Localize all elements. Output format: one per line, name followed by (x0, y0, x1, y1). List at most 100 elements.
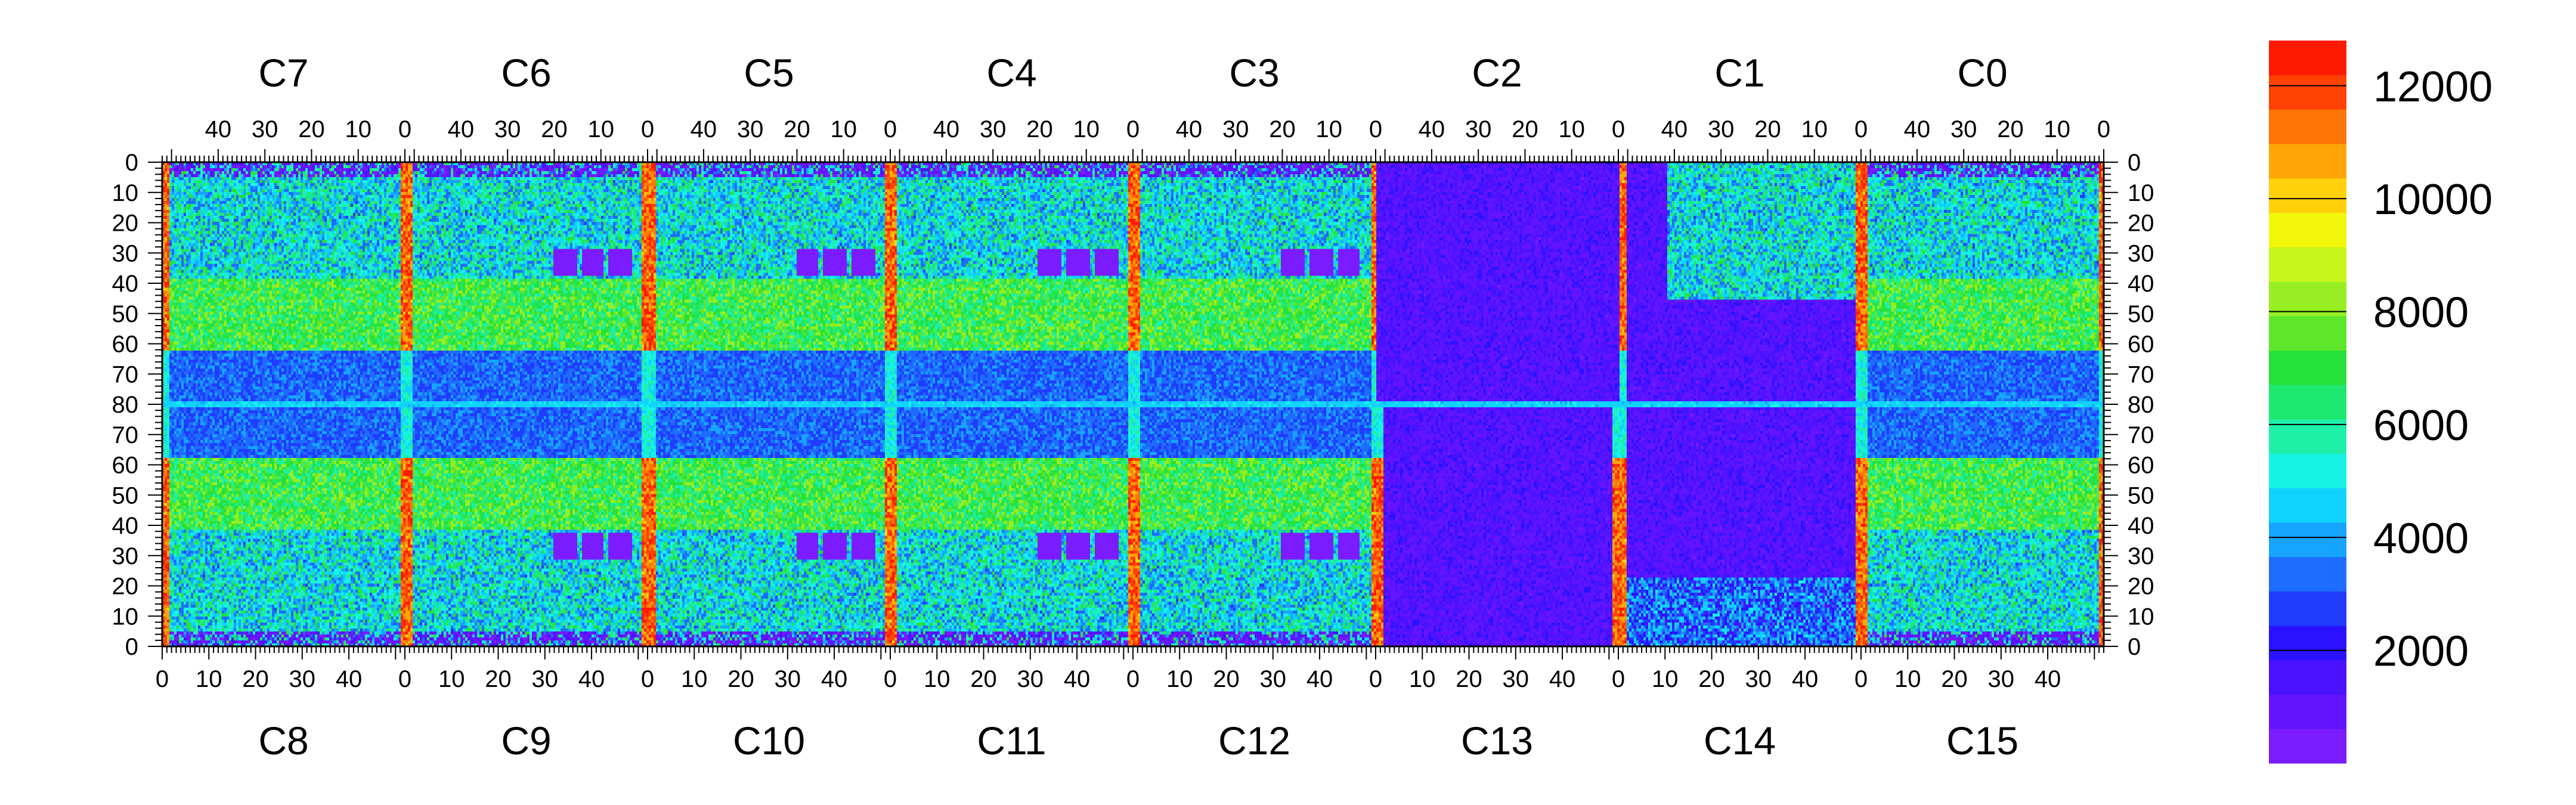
left-tick-label: 40 (112, 271, 139, 297)
left-tick-label: 30 (112, 543, 139, 569)
left-tick-label: 50 (112, 482, 139, 509)
top-tick-label: 30 (980, 116, 1007, 143)
right-tick-label: 30 (2128, 240, 2154, 267)
right-y-axis-ticks: 0 10 20 30 40 50 60 70 80 70 60 50 40 30 20 10 0 (2104, 150, 2154, 660)
bottom-tick-label: 30 (775, 666, 801, 692)
chip-label-c12: C12 (1218, 719, 1290, 763)
bottom-tick-label: 30 (532, 666, 559, 692)
right-tick-label: 60 (2128, 453, 2154, 479)
bottom-tick-label: 40 (578, 666, 605, 692)
colorbar-bin (2269, 522, 2346, 558)
colorbar-bin (2269, 556, 2346, 592)
bottom-tick-label: 20 (970, 666, 997, 692)
top-axis-ticks: 40 30 20 10 0 40 30 20 10 0 40 30 20 10 0 40 30 20 10 0 40 30… (162, 116, 2110, 162)
bottom-tick-label: 20 (727, 666, 754, 692)
top-tick-label: 0 (1126, 116, 1140, 143)
left-tick-label: 70 (112, 361, 139, 388)
chip-label-c5: C5 (744, 51, 794, 95)
chip-label-c4: C4 (986, 51, 1036, 95)
top-tick-label: 20 (541, 116, 568, 143)
chip-label-c15: C15 (1946, 719, 2018, 763)
top-tick-label: 10 (830, 116, 857, 143)
top-tick-label: 10 (587, 116, 614, 143)
bottom-tick-label: 20 (242, 666, 269, 692)
right-tick-label: 0 (2128, 150, 2141, 176)
bottom-tick-label: 30 (1988, 666, 2015, 692)
colorbar-bin (2269, 109, 2346, 144)
bottom-tick-label: 10 (438, 666, 465, 692)
bottom-tick-label: 30 (1260, 666, 1287, 692)
left-tick-label: 20 (112, 574, 139, 600)
top-tick-label: 40 (1904, 116, 1931, 143)
colorbar-bin (2269, 350, 2346, 385)
colorbar-bin (2269, 694, 2346, 729)
top-tick-label: 10 (1315, 116, 1342, 143)
bottom-tick-label: 0 (1612, 666, 1625, 692)
right-tick-label: 70 (2128, 361, 2154, 388)
left-tick-label: 0 (125, 150, 138, 176)
colorbar-ticks: 2000 4000 6000 8000 10000 12000 (2269, 63, 2493, 676)
left-y-axis-ticks: 0 10 20 30 40 50 60 70 80 70 60 50 40 30 20 10 0 (112, 150, 162, 660)
top-tick-label: 0 (2097, 116, 2110, 143)
right-tick-label: 0 (2128, 634, 2141, 660)
colorbar-bin (2269, 281, 2346, 317)
colorbar-bin (2269, 660, 2346, 695)
top-tick-label: 10 (1801, 116, 1828, 143)
top-tick-label: 10 (1073, 116, 1100, 143)
top-tick-label: 40 (691, 116, 717, 143)
chip-label-c13: C13 (1461, 719, 1533, 763)
right-tick-label: 10 (2128, 180, 2154, 206)
left-tick-label: 30 (112, 240, 139, 267)
left-tick-label: 0 (125, 634, 138, 660)
colorbar-bin (2269, 41, 2346, 76)
left-tick-label: 40 (112, 513, 139, 539)
left-tick-label: 20 (112, 210, 139, 237)
colorbar (2269, 41, 2346, 764)
top-tick-label: 30 (737, 116, 764, 143)
right-tick-label: 20 (2128, 210, 2154, 237)
colorbar-bin (2269, 247, 2346, 282)
bottom-tick-label: 10 (1894, 666, 1921, 692)
bottom-tick-label: 40 (1549, 666, 1576, 692)
colorbar-bin (2269, 626, 2346, 661)
top-tick-label: 20 (1997, 116, 2024, 143)
top-tick-label: 20 (1269, 116, 1296, 143)
colorbar-bin (2269, 453, 2346, 488)
chip-label-c9: C9 (501, 719, 551, 763)
top-tick-label: 0 (1854, 116, 1868, 143)
right-tick-label: 50 (2128, 482, 2154, 509)
chip-label-c11: C11 (977, 719, 1046, 763)
right-tick-label: 40 (2128, 513, 2154, 539)
top-tick-label: 30 (494, 116, 521, 143)
colorbar-bin (2269, 488, 2346, 523)
left-tick-label: 10 (112, 603, 139, 630)
bottom-tick-label: 40 (2035, 666, 2061, 692)
bottom-tick-label: 20 (1456, 666, 1482, 692)
top-tick-label: 20 (1754, 116, 1781, 143)
colorbar-bin (2269, 178, 2346, 213)
bottom-tick-label: 40 (336, 666, 363, 692)
colorbar-bin (2269, 385, 2346, 420)
bottom-tick-label: 0 (1369, 666, 1382, 692)
bottom-tick-label: 40 (1306, 666, 1333, 692)
bottom-tick-label: 20 (485, 666, 512, 692)
left-tick-label: 60 (112, 332, 139, 358)
left-tick-label: 10 (112, 180, 139, 206)
left-tick-label: 70 (112, 422, 139, 448)
top-tick-label: 40 (1661, 116, 1688, 143)
top-tick-label: 0 (1612, 116, 1625, 143)
left-tick-label: 60 (112, 453, 139, 479)
colorbar-tick-label: 2000 (2373, 628, 2469, 676)
top-tick-label: 30 (1708, 116, 1735, 143)
top-tick-label: 20 (1512, 116, 1538, 143)
chip-label-c3: C3 (1229, 51, 1279, 95)
top-tick-label: 30 (1222, 116, 1249, 143)
bottom-tick-label: 0 (1126, 666, 1140, 692)
heatmap-plot-area (162, 162, 2104, 646)
top-tick-label: 40 (1419, 116, 1445, 143)
right-tick-label: 10 (2128, 603, 2154, 630)
bottom-tick-label: 40 (1064, 666, 1091, 692)
top-tick-label: 30 (1465, 116, 1492, 143)
